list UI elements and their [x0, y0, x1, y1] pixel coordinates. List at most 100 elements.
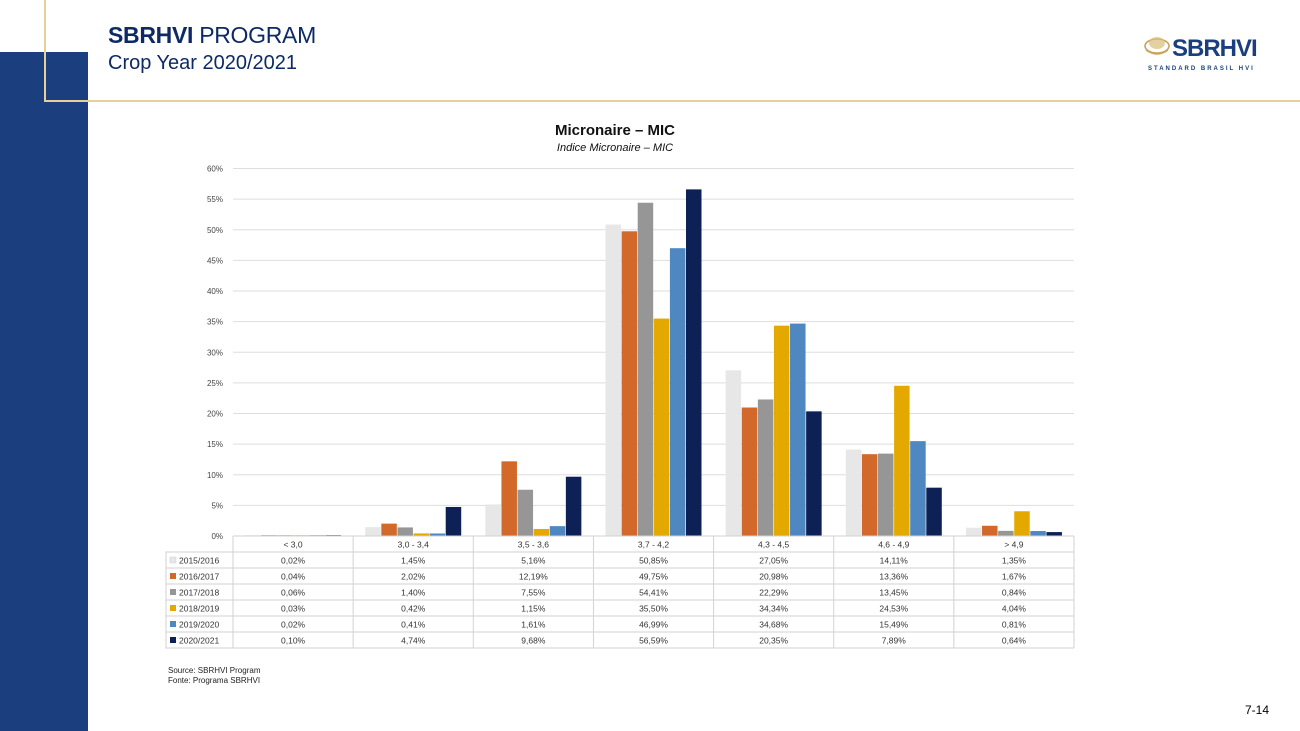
- y-tick-label: 55%: [207, 195, 223, 204]
- data-label: 13,36%: [879, 572, 908, 582]
- y-tick-label: 60%: [207, 165, 223, 174]
- data-label: 1,40%: [401, 588, 426, 598]
- data-label: 0,41%: [401, 620, 426, 630]
- bar-2019-2020-1: [429, 533, 446, 536]
- data-label: 13,45%: [879, 588, 908, 598]
- data-label: 1,67%: [1002, 572, 1027, 582]
- data-label: 1,35%: [1002, 556, 1027, 566]
- data-label: 2,02%: [401, 572, 426, 582]
- chart-subtitle: Indice Micronaire – MIC: [557, 142, 673, 154]
- x-category-label: 3,0 - 3,4: [398, 540, 429, 550]
- data-label: 56,59%: [639, 636, 668, 646]
- header-divider: [88, 100, 1300, 102]
- bar-2017-2018-2: [517, 489, 534, 536]
- bar-2016-2017-5: [861, 454, 878, 536]
- bar-2015-2016-4: [725, 370, 742, 536]
- data-label: 35,50%: [639, 604, 668, 614]
- data-label: 0,02%: [281, 620, 306, 630]
- left-accent-bar: [0, 52, 88, 731]
- source-line-pt: Fonte: Programa SBRHVI: [168, 676, 261, 685]
- cotton-boll-icon: [1144, 37, 1170, 55]
- data-label: 0,04%: [281, 572, 306, 582]
- legend-entry: 2015/2016: [179, 556, 219, 566]
- bar-2019-2020-6: [1030, 531, 1046, 536]
- data-label: 54,41%: [639, 588, 668, 598]
- bar-2018-2019-3: [653, 318, 670, 536]
- bar-2016-2017-3: [621, 231, 638, 536]
- bar-2015-2016-6: [965, 527, 982, 536]
- data-label: 5,16%: [521, 556, 546, 566]
- data-label: 7,89%: [882, 636, 907, 646]
- logo-wordmark: SBRHVI: [1172, 35, 1257, 62]
- page-title-rest: PROGRAM: [193, 22, 316, 48]
- bar-2018-2019-1: [413, 533, 430, 536]
- data-label: 1,45%: [401, 556, 426, 566]
- bar-2020-2021-5: [926, 487, 942, 536]
- legend-entry: 2016/2017: [179, 572, 219, 582]
- data-label: 14,11%: [880, 556, 909, 566]
- bar-2017-2018-1: [397, 527, 413, 536]
- data-label: 0,06%: [281, 588, 306, 598]
- y-tick-label: 50%: [207, 226, 223, 235]
- legend-entry: 2019/2020: [179, 620, 219, 630]
- data-label: 1,15%: [521, 604, 546, 614]
- bar-2019-2020-3: [669, 248, 686, 536]
- data-label: 20,98%: [759, 572, 788, 582]
- bar-2020-2021-3: [686, 189, 702, 537]
- data-label: 50,85%: [639, 556, 668, 566]
- data-label: 12,19%: [519, 572, 548, 582]
- y-tick-label: 10%: [207, 471, 223, 480]
- bar-2015-2016-2: [485, 504, 501, 536]
- bar-2017-2018-5: [877, 453, 894, 536]
- data-label: 4,74%: [401, 636, 426, 646]
- data-label: 34,68%: [759, 620, 788, 630]
- y-tick-label: 15%: [207, 440, 223, 449]
- x-category-label: > 4,9: [1004, 540, 1023, 550]
- x-category-label: 4,6 - 4,9: [878, 540, 909, 550]
- page-subtitle: Crop Year 2020/2021: [108, 52, 298, 74]
- y-tick-label: 5%: [211, 501, 223, 510]
- bar-2020-2021-1: [445, 506, 462, 536]
- logo-tagline: STANDARD BRASIL HVI: [1148, 66, 1255, 72]
- legend-swatch: [170, 573, 176, 579]
- data-label: 24,53%: [879, 604, 908, 614]
- data-label: 4,04%: [1002, 604, 1027, 614]
- chart-source-note: Source: SBRHVI Program Fonte: Programa S…: [168, 666, 260, 686]
- header-gold-frame: [44, 0, 88, 102]
- data-label: 34,34%: [759, 604, 788, 614]
- bar-2020-2021-2: [565, 476, 582, 536]
- x-category-label: 3,7 - 4,2: [638, 540, 669, 550]
- bar-2017-2018-4: [757, 399, 774, 536]
- data-label: 15,49%: [879, 620, 908, 630]
- data-label: 0,81%: [1002, 620, 1027, 630]
- data-label: 0,02%: [281, 556, 306, 566]
- bar-2020-2021-4: [806, 411, 822, 536]
- y-tick-label: 35%: [207, 318, 223, 327]
- bar-2019-2020-2: [549, 526, 566, 536]
- bar-2015-2016-5: [845, 449, 862, 536]
- bar-2018-2019-6: [1014, 511, 1030, 536]
- bar-2018-2019-4: [773, 325, 790, 536]
- data-label: 20,35%: [759, 636, 788, 646]
- y-tick-label: 45%: [207, 256, 223, 265]
- bar-2019-2020-4: [790, 323, 806, 536]
- legend-swatch: [170, 589, 176, 595]
- bar-2017-2018-6: [998, 530, 1014, 536]
- bar-2016-2017-2: [501, 461, 517, 536]
- x-category-label: 3,5 - 3,6: [518, 540, 549, 550]
- page-title: SBRHVI PROGRAM: [108, 22, 316, 49]
- data-label: 0,03%: [281, 604, 306, 614]
- x-category-label: 4,3 - 4,5: [758, 540, 789, 550]
- bar-2018-2019-2: [533, 528, 550, 536]
- bar-2015-2016-3: [605, 224, 621, 536]
- sbrhvi-logo: SBRHVI STANDARD BRASIL HVI: [1144, 35, 1258, 72]
- legend-entry: 2018/2019: [179, 604, 219, 614]
- data-label: 22,29%: [759, 588, 788, 598]
- data-label: 46,99%: [639, 620, 668, 630]
- legend-entry: 2020/2021: [179, 636, 219, 646]
- data-label: 0,64%: [1002, 636, 1027, 646]
- bar-2016-2017-1: [381, 523, 397, 536]
- legend-swatch: [170, 605, 176, 611]
- data-label: 27,05%: [759, 556, 788, 566]
